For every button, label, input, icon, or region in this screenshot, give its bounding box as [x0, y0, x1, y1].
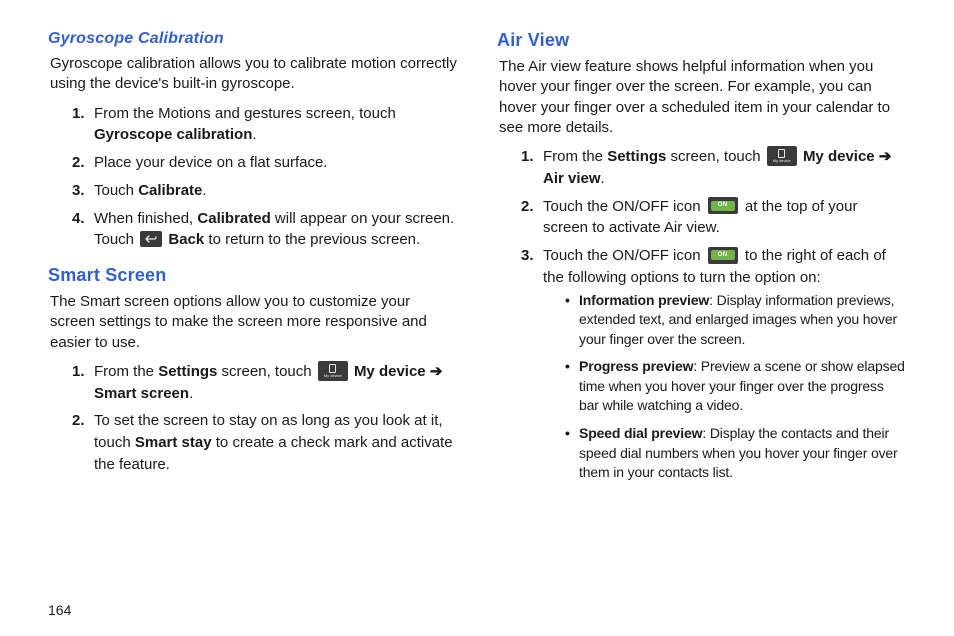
bold-text: Calibrated	[197, 210, 270, 227]
bullet-speed-dial-preview: Speed dial preview: Display the contacts…	[565, 424, 906, 483]
text: Touch	[94, 182, 138, 199]
gyro-step-3: Touch Calibrate.	[72, 180, 457, 202]
airview-steps: From the Settings screen, touch My devic…	[521, 146, 906, 483]
bold-text: Air view	[543, 170, 601, 187]
bold-text: Smart screen	[94, 385, 189, 402]
text: Touch the ON/OFF icon	[543, 198, 705, 215]
bold-text: Settings	[607, 148, 666, 165]
text: screen, touch	[217, 363, 315, 380]
bold-text: Progress preview	[579, 358, 693, 374]
airview-intro: The Air view feature shows helpful infor…	[499, 57, 906, 138]
text: .	[601, 170, 605, 187]
gyro-step-1: From the Motions and gestures screen, to…	[72, 103, 457, 147]
airview-step-2: Touch the ON/OFF icon ON at the top of y…	[521, 196, 906, 240]
arrow: ➔	[426, 363, 443, 380]
bold-text: Smart stay	[135, 434, 212, 451]
smart-step-2: To set the screen to stay on as long as …	[72, 410, 457, 475]
on-off-icon: ON	[708, 247, 738, 264]
smart-step-1: From the Settings screen, touch My devic…	[72, 361, 457, 405]
airview-step-3: Touch the ON/OFF icon ON to the right of…	[521, 245, 906, 483]
page-number: 164	[48, 602, 71, 618]
right-column: Air View The Air view feature shows help…	[497, 30, 906, 616]
bold-text: Back	[168, 231, 204, 248]
manual-page: Gyroscope Calibration Gyroscope calibrat…	[0, 0, 954, 636]
text: to return to the previous screen.	[204, 231, 420, 248]
text: From the	[94, 363, 158, 380]
my-device-icon: My device	[767, 146, 797, 166]
bullet-progress-preview: Progress preview: Preview a scene or sho…	[565, 357, 906, 416]
smart-steps: From the Settings screen, touch My devic…	[72, 361, 457, 476]
text: screen, touch	[666, 148, 764, 165]
bold-text: Information preview	[579, 292, 709, 308]
bold-text: My device	[803, 148, 875, 165]
airview-step-1: From the Settings screen, touch My devic…	[521, 146, 906, 190]
bold-text: Speed dial preview	[579, 425, 702, 441]
text: .	[189, 385, 193, 402]
heading-air-view: Air View	[497, 30, 906, 51]
gyro-step-2: Place your device on a flat surface.	[72, 152, 457, 174]
bold-text: Calibrate	[138, 182, 202, 199]
on-off-icon: ON	[708, 197, 738, 214]
bullet-information-preview: Information preview: Display information…	[565, 291, 906, 350]
arrow: ➔	[875, 148, 892, 165]
gyro-steps: From the Motions and gestures screen, to…	[72, 103, 457, 252]
text: Touch the ON/OFF icon	[543, 247, 705, 264]
gyro-intro: Gyroscope calibration allows you to cali…	[50, 54, 457, 95]
left-column: Gyroscope Calibration Gyroscope calibrat…	[48, 30, 457, 616]
text: From the Motions and gestures screen, to…	[94, 105, 396, 122]
gyro-step-4: When finished, Calibrated will appear on…	[72, 208, 457, 252]
text: .	[252, 126, 256, 143]
back-icon	[140, 231, 162, 247]
bold-text: My device	[354, 363, 426, 380]
my-device-icon: My device	[318, 361, 348, 381]
heading-gyroscope-calibration: Gyroscope Calibration	[48, 30, 457, 48]
heading-smart-screen: Smart Screen	[48, 265, 457, 286]
text: When finished,	[94, 210, 197, 227]
text: From the	[543, 148, 607, 165]
text: .	[202, 182, 206, 199]
airview-bullets: Information preview: Display information…	[565, 291, 906, 483]
bold-text: Gyroscope calibration	[94, 126, 252, 143]
smart-intro: The Smart screen options allow you to cu…	[50, 292, 457, 353]
bold-text: Settings	[158, 363, 217, 380]
